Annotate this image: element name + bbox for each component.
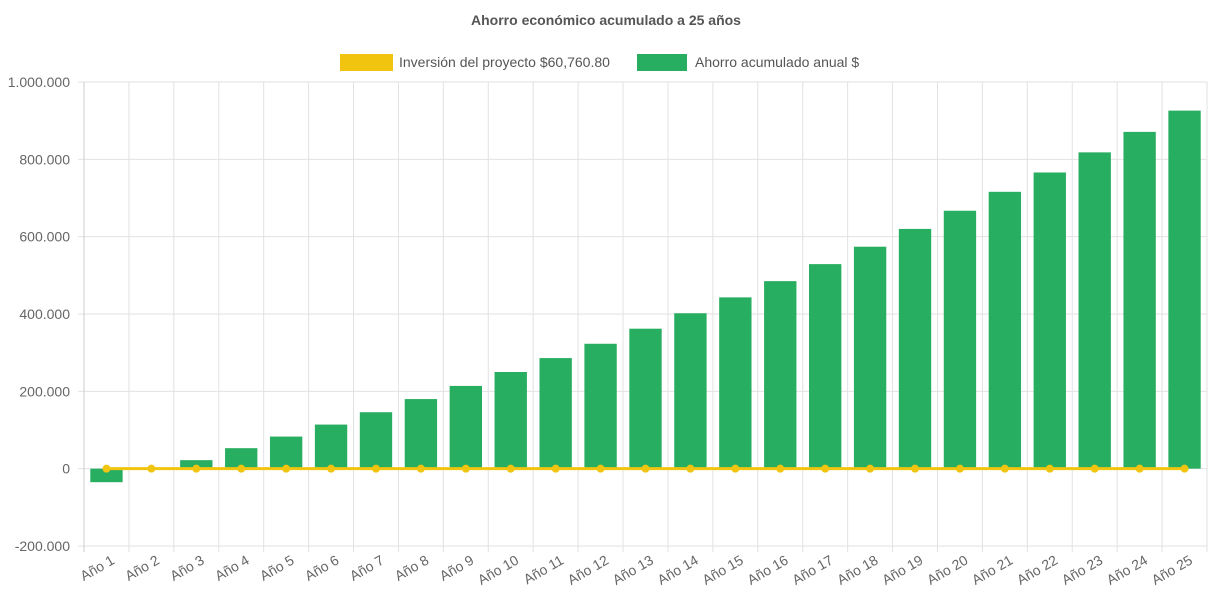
- x-tick-label: Año 18: [834, 552, 881, 588]
- investment-point-5[interactable]: [282, 464, 291, 473]
- x-tick-label: Año 2: [122, 552, 162, 584]
- x-tick-label: Año 16: [744, 552, 791, 588]
- investment-point-20[interactable]: [955, 464, 964, 473]
- x-tick-label: Año 21: [969, 552, 1016, 588]
- x-tick-label: Año 9: [437, 552, 477, 584]
- x-tick-label: Año 5: [257, 552, 297, 584]
- investment-point-3[interactable]: [192, 464, 201, 473]
- investment-point-10[interactable]: [506, 464, 515, 473]
- investment-point-17[interactable]: [821, 464, 830, 473]
- investment-point-8[interactable]: [416, 464, 425, 473]
- bar-5[interactable]: [269, 436, 303, 469]
- y-axis-labels: -200.000 0 200.000 400.000 600.000 800.000 1.0…: [8, 74, 71, 554]
- chart-title: Ahorro económico acumulado a 25 años: [471, 12, 741, 28]
- investment-point-22[interactable]: [1045, 464, 1054, 473]
- bar-3[interactable]: [180, 460, 213, 469]
- x-tick-label: Año 17: [789, 552, 836, 588]
- y-tick-label: 0: [62, 461, 70, 477]
- bar-11[interactable]: [539, 358, 572, 469]
- x-tick-label: Año 11: [521, 552, 567, 588]
- investment-point-16[interactable]: [776, 464, 785, 473]
- x-tick-label: Año 23: [1059, 552, 1106, 588]
- x-tick-label: Año 4: [212, 552, 252, 584]
- investment-point-4[interactable]: [237, 464, 246, 473]
- bar-17[interactable]: [809, 264, 842, 469]
- investment-point-12[interactable]: [596, 464, 605, 473]
- bar-13[interactable]: [629, 328, 662, 469]
- bar-4[interactable]: [225, 448, 258, 469]
- investment-point-6[interactable]: [327, 464, 336, 473]
- investment-point-19[interactable]: [911, 464, 920, 473]
- x-tick-label: Año 12: [565, 552, 612, 588]
- y-tick-label: 400.000: [19, 306, 70, 322]
- investment-point-18[interactable]: [866, 464, 875, 473]
- investment-point-23[interactable]: [1090, 464, 1099, 473]
- x-tick-label: Año 15: [699, 552, 746, 588]
- y-tick-label: 600.000: [19, 229, 70, 245]
- bar-8[interactable]: [404, 399, 438, 469]
- x-tick-label: Año 8: [392, 552, 432, 584]
- x-tick-label: Año 3: [167, 552, 207, 584]
- x-tick-label: Año 24: [1104, 552, 1151, 588]
- legend: Inversión del proyecto $60,760.80 Ahorro…: [340, 54, 859, 71]
- y-tick-label: 200.000: [19, 383, 70, 399]
- bar-19[interactable]: [898, 228, 932, 469]
- bar-24[interactable]: [1123, 131, 1156, 469]
- x-tick-label: Año 1: [77, 552, 117, 584]
- x-tick-label: Año 6: [302, 552, 342, 584]
- x-tick-label: Año 13: [610, 552, 657, 588]
- investment-point-15[interactable]: [731, 464, 740, 473]
- investment-point-11[interactable]: [551, 464, 560, 473]
- investment-point-9[interactable]: [461, 464, 470, 473]
- investment-point-21[interactable]: [1000, 464, 1009, 473]
- legend-item-investment[interactable]: Inversión del proyecto $60,760.80: [340, 54, 610, 71]
- bar-9[interactable]: [449, 385, 482, 469]
- x-tick-label: Año 14: [654, 552, 701, 588]
- bar-16[interactable]: [764, 281, 797, 469]
- legend-label-investment: Inversión del proyecto $60,760.80: [399, 54, 610, 70]
- investment-point-24[interactable]: [1135, 464, 1144, 473]
- investment-point-1[interactable]: [102, 464, 111, 473]
- bar-25[interactable]: [1168, 110, 1201, 469]
- y-tick-label: -200.000: [15, 538, 70, 554]
- x-tick-label: Año 7: [347, 552, 387, 584]
- x-axis-labels: Año 1 Año 2 Año 3 Año 4 Año 5 Año 6 Año 7 Año 8…: [77, 552, 1195, 588]
- investment-point-2[interactable]: [147, 464, 156, 473]
- x-tick-label: Año 19: [879, 552, 926, 588]
- legend-label-savings: Ahorro acumulado anual $: [695, 54, 859, 70]
- bar-21[interactable]: [988, 191, 1022, 469]
- bar-10[interactable]: [494, 372, 527, 469]
- bar-22[interactable]: [1033, 172, 1066, 469]
- legend-swatch-investment: [340, 54, 393, 71]
- investment-point-7[interactable]: [371, 464, 380, 473]
- bar-14[interactable]: [674, 313, 707, 469]
- x-tick-label: Año 25: [1149, 552, 1196, 588]
- x-tick-label: Año 20: [924, 552, 971, 588]
- x-tick-label: Año 10: [475, 552, 522, 588]
- x-tick-label: Año 22: [1014, 552, 1061, 588]
- investment-point-14[interactable]: [686, 464, 695, 473]
- bar-12[interactable]: [584, 343, 617, 469]
- legend-item-savings[interactable]: Ahorro acumulado anual $: [637, 54, 859, 71]
- legend-swatch-savings: [637, 54, 687, 71]
- bars: [90, 110, 1201, 483]
- bar-7[interactable]: [359, 412, 393, 469]
- bar-23[interactable]: [1078, 152, 1111, 469]
- bar-1[interactable]: [90, 468, 123, 483]
- investment-line: [102, 464, 1189, 473]
- gridlines: [78, 81, 1208, 552]
- y-tick-label: 1.000.000: [8, 74, 70, 90]
- investment-point-25[interactable]: [1180, 464, 1189, 473]
- bar-18[interactable]: [853, 246, 887, 469]
- bar-20[interactable]: [943, 210, 977, 469]
- y-tick-label: 800.000: [19, 151, 70, 167]
- bar-15[interactable]: [719, 297, 752, 469]
- bar-6[interactable]: [314, 424, 348, 469]
- investment-point-13[interactable]: [641, 464, 650, 473]
